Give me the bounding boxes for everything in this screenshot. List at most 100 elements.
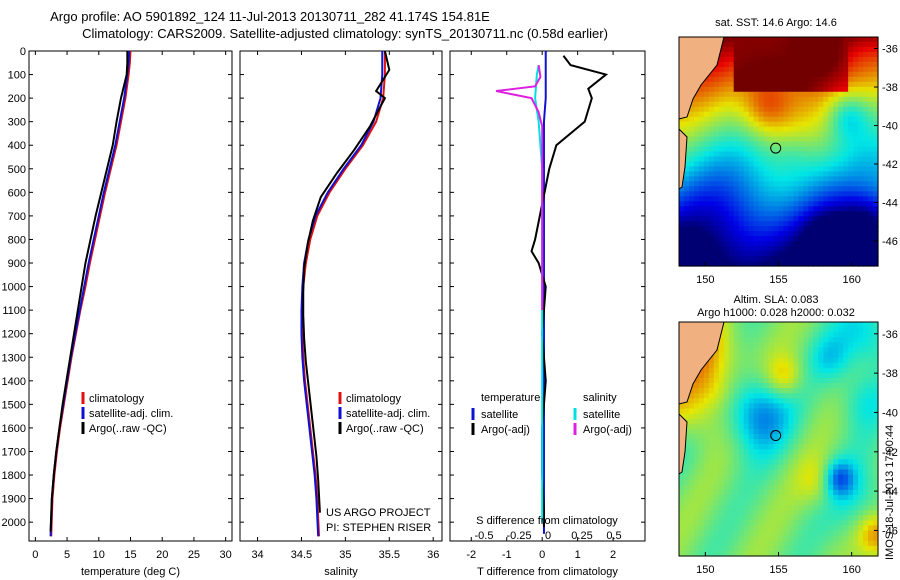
land-mass <box>678 36 725 120</box>
map-cell <box>708 211 715 217</box>
map-cell <box>833 484 839 491</box>
map-cell <box>703 454 710 460</box>
map-cell <box>773 505 780 511</box>
map-cell <box>828 510 834 516</box>
map-cell <box>798 37 804 43</box>
map-cell <box>698 545 705 552</box>
map-cell <box>778 408 785 415</box>
lon-tick-label: 155 <box>769 564 787 576</box>
map-cell <box>743 449 750 455</box>
map-cell <box>723 535 730 542</box>
map-cell <box>703 86 710 93</box>
map-cell <box>783 357 790 364</box>
map-cell <box>758 37 765 43</box>
map-cell <box>783 545 790 552</box>
map-cell <box>718 46 725 53</box>
map-cell <box>813 535 819 542</box>
map-cell <box>718 372 725 379</box>
map-cell <box>778 121 785 128</box>
map-cell <box>698 439 705 445</box>
map-cell <box>853 246 859 252</box>
map-cell <box>778 464 785 471</box>
map-cell <box>763 347 770 354</box>
map-cell <box>773 106 780 113</box>
map-cell <box>763 357 770 364</box>
map-cell <box>783 246 790 252</box>
map-cell <box>723 327 730 333</box>
map-cell <box>758 459 765 466</box>
map-cell <box>743 51 750 58</box>
map-cell <box>823 332 829 338</box>
map-cell <box>763 186 770 192</box>
map-cell <box>688 439 695 445</box>
map-cell <box>853 449 859 455</box>
map-cell <box>763 408 770 415</box>
map-cell <box>788 550 795 557</box>
map-cell <box>723 352 730 359</box>
map-cell <box>858 362 864 369</box>
map-cell <box>858 61 864 68</box>
map-cell <box>853 151 859 158</box>
map-cell <box>823 545 829 552</box>
map-cell <box>863 505 869 511</box>
map-cell <box>773 428 780 435</box>
map-cell <box>708 494 715 501</box>
x-tick-label: 35 <box>339 549 351 561</box>
map-cell <box>708 383 715 389</box>
map-cell <box>718 423 725 430</box>
map-cell <box>798 342 804 349</box>
map-cell <box>863 166 869 173</box>
map-cell <box>753 121 760 128</box>
map-cell <box>698 256 705 262</box>
map-cell <box>793 37 799 43</box>
map-cell <box>698 444 705 450</box>
map-field <box>679 322 879 557</box>
map-cell <box>858 201 864 207</box>
map-cell <box>768 393 775 399</box>
map-cell <box>753 489 760 496</box>
map-cell <box>793 231 799 237</box>
map-cell <box>848 540 854 547</box>
map-cell <box>679 121 685 128</box>
x-tick-label: 0 <box>539 549 545 561</box>
map-cell <box>793 86 799 93</box>
map-cell <box>698 489 705 496</box>
map-cell <box>858 131 864 138</box>
map-cell <box>863 171 869 177</box>
map-cell <box>688 226 695 232</box>
map-cell <box>843 246 849 252</box>
legend-label: satellite <box>481 409 518 421</box>
map-cell <box>868 550 874 557</box>
map-cell <box>778 66 785 73</box>
map-cell <box>773 332 780 338</box>
map-cell <box>753 91 760 98</box>
map-cell <box>793 459 799 466</box>
map-cell <box>813 66 819 73</box>
map-cell <box>853 176 859 182</box>
map-cell <box>693 398 700 404</box>
y-tick-label: 600 <box>8 187 26 199</box>
map-cell <box>728 151 735 158</box>
map-cell <box>848 342 854 349</box>
map-cell <box>818 494 824 501</box>
map-cell <box>733 146 740 153</box>
map-cell <box>753 322 760 328</box>
map-cell <box>743 439 750 445</box>
map-cell <box>833 236 839 242</box>
map-cell <box>788 111 795 118</box>
map-cell <box>823 216 829 222</box>
map-cell <box>848 459 854 466</box>
map-cell <box>688 393 695 399</box>
map-cell <box>848 131 854 138</box>
map-cell <box>763 413 770 420</box>
map-cell <box>803 393 809 399</box>
map-cell <box>683 494 690 501</box>
map-cell <box>748 56 755 63</box>
map-cell <box>838 176 844 182</box>
map-cell <box>848 56 854 63</box>
map-cell <box>828 520 834 527</box>
map-cell <box>698 261 705 267</box>
map-cell <box>773 489 780 496</box>
map-cell <box>768 51 775 58</box>
map-cell <box>828 388 834 394</box>
